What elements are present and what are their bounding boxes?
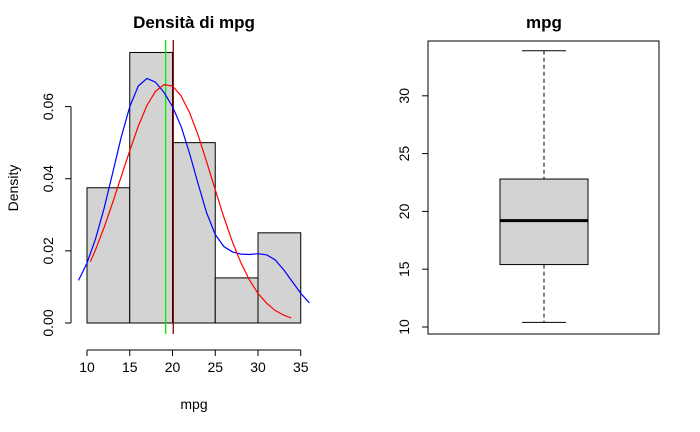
histogram-title: Densità di mpg — [133, 13, 255, 32]
density-curves — [77, 77, 310, 319]
boxplot: mpg 10 15 20 25 30 — [396, 13, 660, 335]
histogram-bar — [172, 142, 216, 324]
boxplot-title: mpg — [526, 13, 562, 32]
histogram-bars — [86, 51, 302, 324]
boxplot-y-tick-label: 30 — [396, 88, 412, 104]
histogram-bar — [257, 232, 302, 324]
boxplot-y-tick-label: 25 — [396, 146, 412, 162]
kernel-density-curve — [77, 77, 310, 304]
y-tick-label: 0.00 — [40, 309, 56, 336]
boxplot-marks — [499, 50, 589, 323]
y-tick-label: 0.02 — [40, 237, 56, 264]
histogram-reference-lines — [165, 40, 174, 334]
density-histogram: Densità di mpg mpg Density 10 15 20 25 30 35 … — [5, 13, 310, 412]
boxplot-y-tick-label: 20 — [396, 203, 412, 219]
x-tick-label: 20 — [165, 359, 181, 375]
histogram-y-axis: 0.00 0.02 0.04 0.06 — [40, 93, 72, 337]
histogram-bar — [86, 187, 131, 324]
x-tick-label: 30 — [250, 359, 266, 375]
boxplot-y-tick-label: 15 — [396, 261, 412, 277]
y-tick-label: 0.04 — [40, 165, 56, 192]
histogram-bar — [214, 277, 259, 324]
boxplot-y-tick-label: 10 — [396, 319, 412, 335]
histogram-ylabel: Density — [5, 165, 21, 212]
x-tick-label: 10 — [79, 359, 95, 375]
histogram-x-axis: 10 15 20 25 30 35 — [79, 349, 309, 375]
normal-density-curve — [89, 83, 292, 319]
boxplot-y-axis: 10 15 20 25 30 — [396, 88, 429, 335]
x-tick-label: 25 — [207, 359, 223, 375]
x-tick-label: 35 — [293, 359, 309, 375]
x-tick-label: 15 — [122, 359, 138, 375]
y-tick-label: 0.06 — [40, 93, 56, 120]
histogram-xlabel: mpg — [180, 396, 207, 412]
